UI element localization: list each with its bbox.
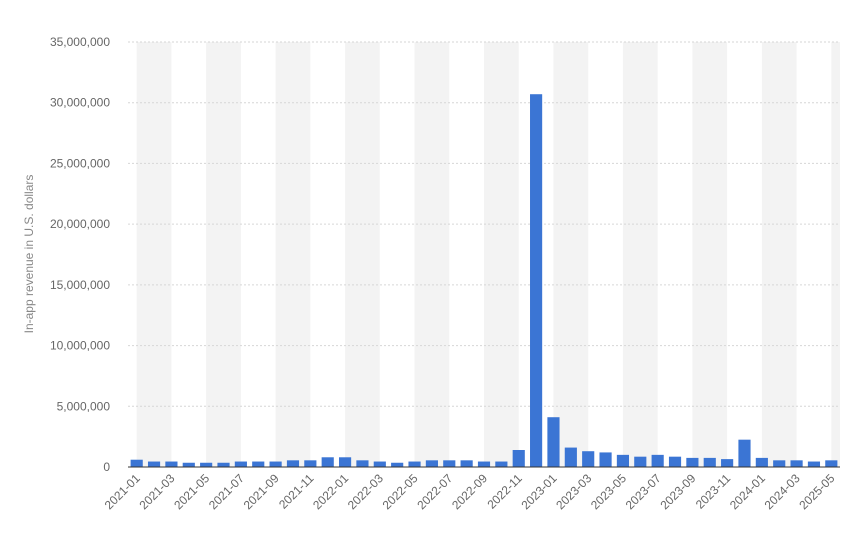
background-band xyxy=(275,42,311,467)
bar xyxy=(564,447,577,467)
x-tick-label: 2023-03 xyxy=(553,471,594,512)
bar xyxy=(286,460,300,467)
bars xyxy=(130,94,838,467)
bar xyxy=(477,461,491,467)
background-band xyxy=(761,42,797,467)
bar xyxy=(512,450,525,467)
bar xyxy=(373,461,386,467)
bar xyxy=(651,454,664,467)
background-band xyxy=(414,42,450,467)
background-band xyxy=(831,42,840,467)
bar xyxy=(391,462,404,467)
bar xyxy=(304,460,317,467)
bar xyxy=(252,461,265,467)
y-tick-label: 15,000,000 xyxy=(50,278,110,292)
alternating-bands xyxy=(136,42,840,467)
x-tick-label: 2021-05 xyxy=(171,471,212,512)
x-tick-label: 2021-09 xyxy=(241,471,282,512)
bar xyxy=(408,461,421,467)
bar xyxy=(703,457,716,467)
x-tick-label: 2021-07 xyxy=(206,471,247,512)
bar xyxy=(495,461,508,467)
x-tick-label: 2022-07 xyxy=(414,471,455,512)
y-tick-label: 0 xyxy=(103,460,110,474)
x-tick-label: 2022-03 xyxy=(345,471,386,512)
y-tick-label: 20,000,000 xyxy=(50,217,110,231)
bar xyxy=(668,456,682,467)
bar xyxy=(460,460,473,467)
background-band xyxy=(345,42,380,467)
bar xyxy=(616,454,630,467)
y-axis-ticks: 0 5,000,000 10,000,000 15,000,000 20,000,000… xyxy=(50,35,110,474)
background-band xyxy=(622,42,658,467)
gridlines xyxy=(128,41,840,407)
bar xyxy=(425,460,438,467)
bar xyxy=(356,460,369,467)
y-tick-label: 30,000,000 xyxy=(50,96,110,110)
y-tick-label: 10,000,000 xyxy=(50,339,110,353)
x-tick-label: 2024-01 xyxy=(727,471,768,512)
x-tick-label: 2021-01 xyxy=(102,471,143,512)
bar xyxy=(634,456,647,467)
bar xyxy=(773,460,786,467)
bar xyxy=(269,461,282,467)
background-band xyxy=(692,42,728,467)
background-band xyxy=(136,42,172,467)
bar xyxy=(686,457,699,467)
x-tick-label: 2022-09 xyxy=(449,471,490,512)
x-tick-label: 2023-11 xyxy=(693,471,734,512)
x-tick-label: 2024-03 xyxy=(762,471,803,512)
bar xyxy=(582,451,595,467)
x-tick-label: 2021-11 xyxy=(276,471,317,512)
x-tick-label: 2022-01 xyxy=(310,471,351,512)
bar xyxy=(234,461,247,467)
bar xyxy=(790,460,803,467)
y-axis-title: In-app revenue in U.S. dollars xyxy=(22,175,36,334)
background-band xyxy=(553,42,589,467)
x-tick-label: 2021-03 xyxy=(136,471,177,512)
bar xyxy=(807,461,821,467)
x-tick-label: 2025-05 xyxy=(796,471,837,512)
bar xyxy=(443,460,456,467)
background-band xyxy=(484,42,519,467)
y-tick-label: 5,000,000 xyxy=(57,399,111,413)
y-tick-label: 35,000,000 xyxy=(50,35,110,49)
bar xyxy=(182,462,195,467)
bar xyxy=(721,459,734,467)
x-tick-label: 2023-09 xyxy=(657,471,698,512)
bar xyxy=(825,460,838,467)
x-tick-label: 2023-01 xyxy=(519,471,560,512)
bar xyxy=(147,461,161,467)
x-tick-label: 2023-05 xyxy=(588,471,629,512)
bar xyxy=(599,452,612,467)
bar xyxy=(165,461,178,467)
bar xyxy=(217,462,230,467)
background-band xyxy=(206,42,241,467)
bar xyxy=(738,439,751,467)
bar xyxy=(530,94,543,467)
bar xyxy=(321,457,334,467)
bar xyxy=(547,417,560,467)
x-tick-label: 2022-05 xyxy=(380,471,421,512)
x-axis-ticks: 2021-012021-032021-052021-072021-092021-… xyxy=(102,471,838,512)
bar xyxy=(755,457,768,467)
y-tick-label: 25,000,000 xyxy=(50,156,110,170)
bar xyxy=(338,457,352,467)
bar xyxy=(200,462,213,467)
x-tick-label: 2022-11 xyxy=(484,471,525,512)
x-tick-label: 2023-07 xyxy=(623,471,664,512)
bar xyxy=(130,459,143,467)
